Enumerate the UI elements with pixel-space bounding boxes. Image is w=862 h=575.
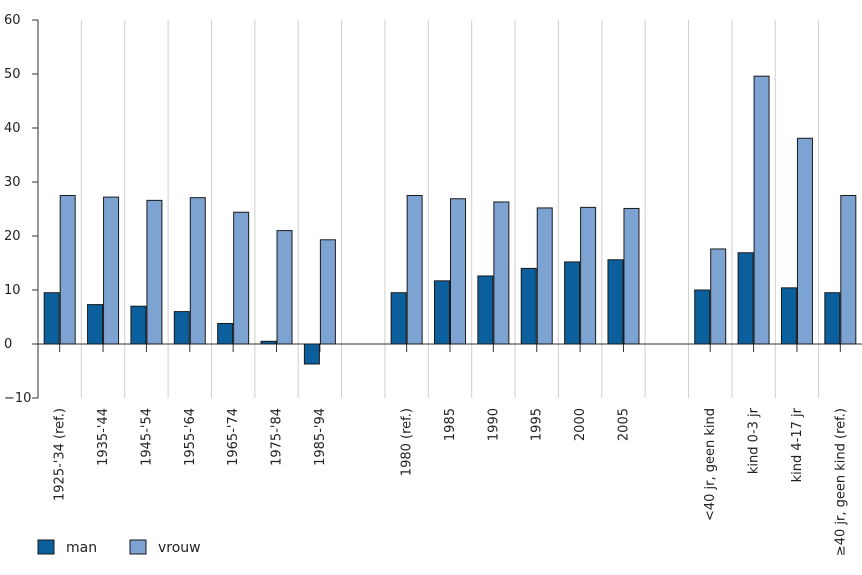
x-tick-label-9: 1985 xyxy=(443,408,458,441)
x-tick-labels: 1925-'34 (ref.) 1935-'44 1945-'54 1955-'64 1… xyxy=(53,407,849,556)
bar-vrouw-8 xyxy=(406,195,423,345)
bar-vrouw-3 xyxy=(189,197,206,345)
x-tick-label-10: 1990 xyxy=(486,408,501,441)
y-tick-label: 40 xyxy=(4,121,21,136)
bar-vrouw-5 xyxy=(276,230,293,345)
y-tick-label: −10 xyxy=(4,391,31,406)
x-tick-label-16: kind 0-3 jr xyxy=(747,407,762,474)
bar-man-12 xyxy=(564,261,581,345)
legend-label-man: man xyxy=(66,540,97,556)
bar-vrouw-11 xyxy=(536,207,553,345)
x-tick-label-18: ≥40 jr, geen kind (ref.) xyxy=(833,408,848,556)
bar-vrouw-6 xyxy=(319,239,336,345)
bar-man-2 xyxy=(130,305,147,345)
bar-vrouw-18 xyxy=(840,195,857,345)
bar-man-9 xyxy=(434,280,450,345)
legend-label-vrouw: vrouw xyxy=(158,540,201,556)
bar-man-16 xyxy=(737,252,754,345)
x-tick-label-2: 1945-'54 xyxy=(139,408,154,466)
bar-vrouw-13 xyxy=(623,207,640,345)
x-tick-label-1: 1935-'44 xyxy=(96,408,111,466)
bar-man-0 xyxy=(43,292,60,345)
bar-vrouw-2 xyxy=(146,199,163,345)
bar-man-11 xyxy=(520,267,537,345)
bar-man-17 xyxy=(780,287,797,345)
y-tick-label: 60 xyxy=(4,13,21,28)
legend-swatch-vrouw xyxy=(129,539,147,555)
bar-vrouw-17 xyxy=(796,137,813,345)
x-tick-label-4: 1965-'74 xyxy=(226,408,241,466)
y-tick-label: 50 xyxy=(4,67,21,82)
x-tick-label-13: 2005 xyxy=(616,408,631,441)
x-tick-label-15: <40 jr, geen kind xyxy=(703,408,718,521)
bar-man-6 xyxy=(303,343,320,365)
x-tick-label-6: 1985-'94 xyxy=(313,408,328,466)
grid xyxy=(80,20,820,398)
bar-vrouw-16 xyxy=(753,75,770,345)
y-tick-label: 0 xyxy=(4,337,12,352)
x-tick-label-17: kind 4-17 jr xyxy=(790,407,805,482)
bar-man-10 xyxy=(477,275,494,345)
bar-man-18 xyxy=(824,292,841,345)
x-tick-label-12: 2000 xyxy=(573,408,588,441)
legend: man vrouw xyxy=(37,539,201,556)
bar-vrouw-9 xyxy=(450,198,466,345)
y-tick-label: 10 xyxy=(4,283,21,298)
x-tick-label-0: 1925-'34 (ref.) xyxy=(53,408,68,501)
bar-vrouw-10 xyxy=(493,201,510,345)
y-tick-label: 30 xyxy=(4,175,21,190)
x-tick-label-11: 1995 xyxy=(530,408,545,441)
bar-man-13 xyxy=(607,259,624,345)
bar-man-4 xyxy=(217,322,234,345)
bar-man-1 xyxy=(87,304,104,345)
bar-man-15 xyxy=(694,289,711,345)
legend-swatch-man xyxy=(37,539,55,555)
y-tick-labels: −10 0 10 20 30 40 50 60 xyxy=(4,13,31,406)
bar-man-3 xyxy=(173,311,190,345)
x-tick-label-3: 1955-'64 xyxy=(183,408,198,466)
bar-man-8 xyxy=(390,292,407,345)
bar-vrouw-0 xyxy=(59,195,76,345)
bar-vrouw-4 xyxy=(233,211,250,345)
bars xyxy=(43,75,857,365)
bar-vrouw-15 xyxy=(710,248,727,345)
x-tick-label-8: 1980 (ref.) xyxy=(400,408,415,476)
bar-man-5 xyxy=(260,340,277,345)
y-tick-label: 20 xyxy=(4,229,21,244)
bar-vrouw-1 xyxy=(103,196,120,345)
x-tick-label-5: 1975-'84 xyxy=(270,408,285,466)
bar-vrouw-12 xyxy=(580,206,597,345)
